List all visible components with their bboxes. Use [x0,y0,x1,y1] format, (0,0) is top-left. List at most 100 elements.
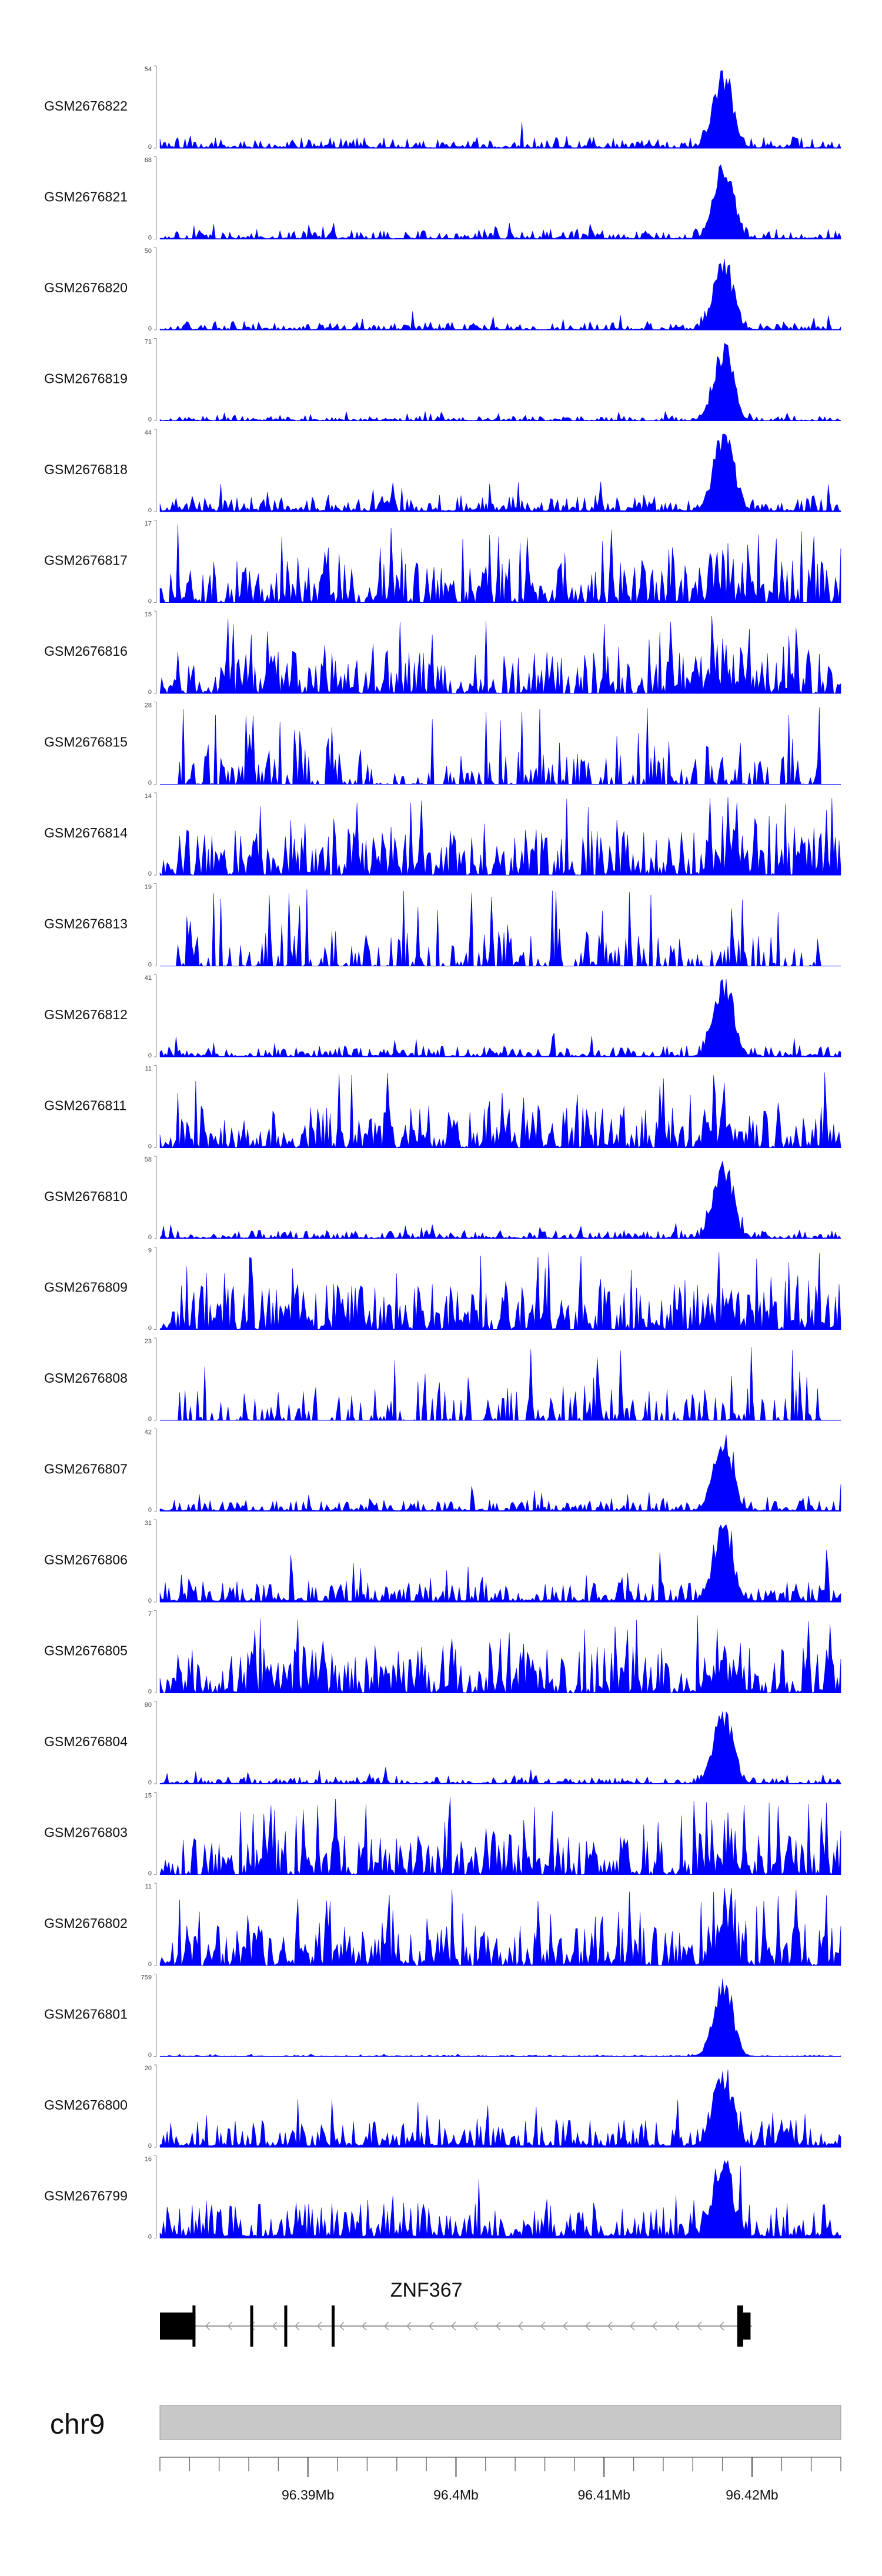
track-signal-area [159,1978,841,2057]
strand-arrow-icon [696,2321,702,2331]
track-GSM2676820: GSM2676820 50 0 [44,247,841,332]
track-ymin-label: 0 [148,1143,152,1150]
x-axis-tick-label: 96.4Mb [433,2487,479,2502]
track-ymin-label: 0 [148,1688,152,1695]
track-ymax-label: 50 [145,248,152,255]
gene-exon [332,2305,335,2347]
track-ymin-label: 0 [148,1870,152,1877]
track-GSM2676801: GSM2676801 759 0 [44,1974,841,2058]
gene-name-label: ZNF367 [390,2279,463,2301]
track-signal-area [159,525,841,603]
track-ymax-label: 54 [145,66,152,73]
track-label: GSM2676818 [44,462,128,477]
track-signal-area [159,343,841,421]
track-ymax-label: 80 [145,1701,152,1709]
track-signal-area [160,1347,841,1421]
track-ymax-label: 58 [145,1156,152,1163]
track-GSM2676810: GSM2676810 58 0 [44,1156,841,1241]
track-ymin-label: 0 [148,1597,152,1604]
track-ymax-label: 14 [145,793,152,800]
track-ymin-label: 0 [148,234,152,241]
strand-arrow-icon [495,2321,501,2331]
strand-arrow-icon [272,2321,278,2331]
strand-arrow-icon [361,2321,367,2331]
track-GSM2676822: GSM2676822 54 0 [44,65,841,151]
track-GSM2676802: GSM2676802 11 0 [44,1883,841,1968]
track-ymax-label: 42 [145,1429,152,1436]
x-axis-tick-label: 96.39Mb [282,2487,335,2502]
track-ymax-label: 71 [145,338,152,345]
track-ymin-label: 0 [148,1416,152,1423]
track-GSM2676805: GSM2676805 7 0 [44,1610,841,1695]
track-ymin-label: 0 [148,1779,152,1786]
gene-exon [741,2313,751,2340]
track-ymin-label: 0 [148,689,152,696]
track-signal-area [159,1711,841,1784]
track-label: GSM2676815 [44,735,128,750]
track-signal-area [159,1072,841,1149]
track-ymax-label: 44 [145,429,152,436]
track-signal-area [160,707,841,785]
track-ymax-label: 41 [145,975,152,982]
track-ymax-label: 23 [145,1338,152,1345]
track-GSM2676808: GSM2676808 23 0 [44,1337,841,1423]
gene-exon [250,2305,253,2347]
track-ymin-label: 0 [148,416,152,423]
track-signal-area [159,2069,841,2148]
gene-exon [737,2305,743,2347]
track-label: GSM2676814 [44,825,128,840]
track-signal-area [159,258,841,331]
track-GSM2676814: GSM2676814 14 0 [44,792,841,877]
strand-arrow-icon [652,2321,657,2331]
track-label: GSM2676821 [44,189,128,205]
track-signal-area [159,433,841,512]
track-label: GSM2676813 [44,916,128,932]
track-label: GSM2676810 [44,1189,128,1204]
track-GSM2676815: GSM2676815 28 0 [44,702,841,786]
track-ymin-label: 0 [148,2143,152,2150]
track-GSM2676818: GSM2676818 44 0 [44,429,841,514]
track-ymin-label: 0 [148,507,152,514]
track-GSM2676800: GSM2676800 20 0 [44,2064,841,2150]
strand-arrow-icon [584,2321,590,2331]
track-signal-area [159,1160,841,1239]
track-label: GSM2676802 [44,1916,128,1931]
track-GSM2676803: GSM2676803 15 0 [44,1792,841,1877]
track-label: GSM2676820 [44,280,128,295]
strand-arrow-icon [473,2321,479,2331]
track-label: GSM2676811 [44,1098,126,1113]
track-ymin-label: 0 [148,1506,152,1513]
x-axis-tick-label: 96.42Mb [726,2487,779,2502]
track-signal-area [160,889,841,967]
strand-arrow-icon [339,2321,345,2331]
strand-arrow-icon [562,2321,568,2331]
track-signal-area [159,70,841,149]
track-label: GSM2676800 [44,2097,128,2113]
track-signal-area [159,616,841,694]
track-label: GSM2676816 [44,643,128,659]
strand-arrow-icon [719,2321,724,2331]
track-ymin-label: 0 [148,144,152,151]
strand-arrow-icon [227,2321,233,2331]
track-signal-area [159,164,841,239]
track-ymin-label: 0 [148,779,152,786]
track-ymax-label: 68 [145,156,152,163]
signal-tracks: GSM2676822540GSM2676821680GSM2676820500G… [44,65,841,2240]
strand-arrow-icon [450,2321,456,2331]
track-label: GSM2676805 [44,1643,128,1659]
track-ymax-label: 31 [145,1520,152,1527]
track-ymin-label: 0 [148,598,152,605]
track-GSM2676806: GSM2676806 31 0 [44,1519,841,1604]
track-ymin-label: 0 [148,2051,152,2058]
track-ymax-label: 19 [145,883,152,890]
chromosome-band [159,2405,841,2440]
gene-exon [284,2305,288,2347]
strand-arrow-icon [428,2321,434,2331]
strand-arrow-icon [406,2321,412,2331]
track-label: GSM2676822 [44,98,128,114]
track-GSM2676816: GSM2676816 15 0 [44,610,841,696]
gene-exon [160,2313,196,2340]
track-label: GSM2676804 [44,1734,128,1749]
track-ymax-label: 759 [141,1974,152,1981]
chromosome-axis-track: chr9 96.39Mb 96.4Mb 96.41Mb 96.42Mb [50,2405,841,2502]
